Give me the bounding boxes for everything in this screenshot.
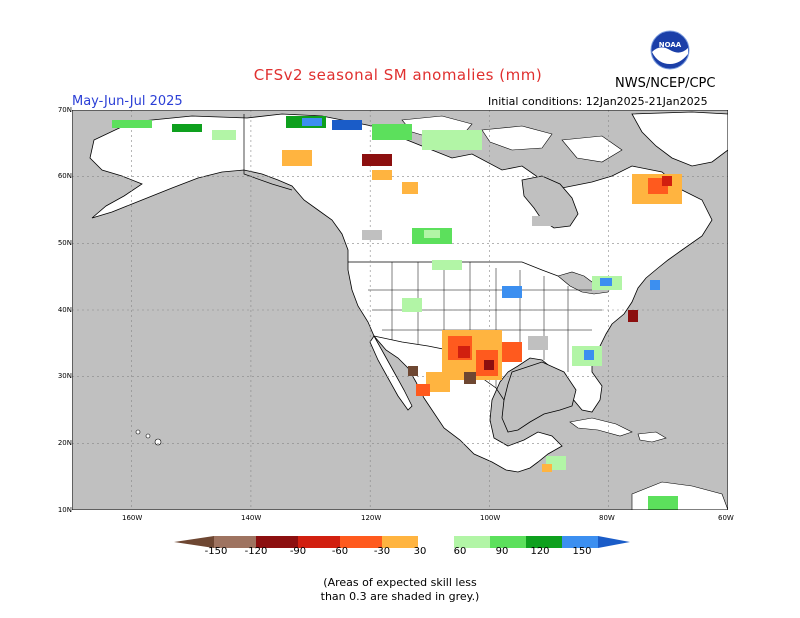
legend-tick-label: -90 bbox=[289, 546, 307, 557]
map-title: CFSv2 seasonal SM anomalies (mm) bbox=[253, 66, 543, 84]
legend-bin bbox=[340, 536, 382, 548]
hudson-bay bbox=[521, 175, 579, 229]
legend-tick-label: -120 bbox=[244, 546, 268, 557]
agency-label: NWS/NCEP/CPC bbox=[615, 76, 716, 91]
logo-text: NOAA bbox=[659, 41, 682, 49]
alaska-border bbox=[243, 114, 293, 191]
gulf-of-mexico bbox=[501, 361, 577, 433]
legend-bin bbox=[382, 536, 418, 548]
lon-label: 140W bbox=[241, 514, 262, 522]
lat-label: 60N bbox=[57, 172, 72, 180]
forecast-period: May-Jun-Jul 2025 bbox=[72, 94, 183, 109]
legend-bin bbox=[256, 536, 298, 548]
noaa-logo: NOAA bbox=[650, 30, 690, 70]
legend-tick-label: -60 bbox=[331, 546, 349, 557]
lat-label: 20N bbox=[57, 439, 72, 447]
anomaly-map bbox=[72, 110, 728, 510]
hawaii bbox=[135, 429, 162, 446]
lon-label: 160W bbox=[122, 514, 143, 522]
lat-label: 30N bbox=[57, 372, 72, 380]
hispaniola bbox=[637, 431, 667, 443]
legend-tick-label: 30 bbox=[413, 546, 427, 557]
color-legend bbox=[174, 536, 630, 548]
legend-bin bbox=[174, 536, 214, 548]
lon-label: 60W bbox=[718, 514, 734, 522]
legend-bin bbox=[526, 536, 562, 548]
lat-label: 70N bbox=[57, 106, 72, 114]
legend-tick-label: 150 bbox=[572, 546, 592, 557]
lat-label: 10N bbox=[57, 506, 72, 514]
legend-tick-label: -30 bbox=[373, 546, 391, 557]
legend-bin bbox=[214, 536, 256, 548]
legend-tick-label: -150 bbox=[204, 546, 228, 557]
lon-label: 100W bbox=[480, 514, 501, 522]
graticule bbox=[72, 110, 728, 510]
legend-bin bbox=[454, 536, 490, 548]
cuba bbox=[569, 417, 633, 437]
legend-tick-label: 60 bbox=[453, 546, 467, 557]
footnote-line-1: (Areas of expected skill less bbox=[323, 576, 477, 589]
legend-bin bbox=[562, 536, 598, 548]
anomaly-cells bbox=[112, 116, 682, 510]
lon-label: 120W bbox=[361, 514, 382, 522]
lon-label: 80W bbox=[599, 514, 615, 522]
greenland bbox=[631, 111, 728, 167]
legend-bin bbox=[490, 536, 526, 548]
legend-bin bbox=[598, 536, 630, 548]
legend-tick-label: 90 bbox=[495, 546, 509, 557]
legend-bin bbox=[418, 536, 454, 548]
lat-label: 40N bbox=[57, 306, 72, 314]
lat-label: 50N bbox=[57, 239, 72, 247]
legend-tick-label: 120 bbox=[530, 546, 550, 557]
footnote-line-2: than 0.3 are shaded in grey.) bbox=[320, 590, 480, 603]
baja-peninsula bbox=[369, 335, 413, 411]
legend-bin bbox=[298, 536, 340, 548]
initial-conditions: Initial conditions: 12Jan2025-21Jan2025 bbox=[488, 95, 708, 108]
